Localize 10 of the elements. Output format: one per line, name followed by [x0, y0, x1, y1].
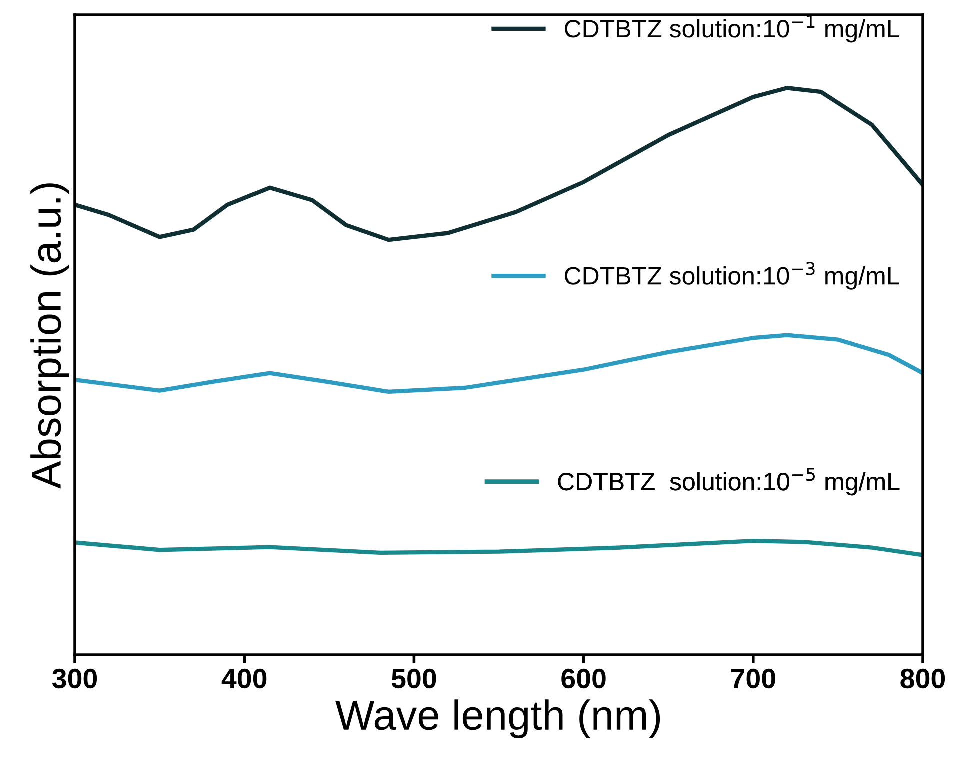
- x-tick-label: 800: [900, 668, 946, 689]
- y-axis-title: Absorption (a.u.): [30, 184, 70, 489]
- x-axis-title: Wave length (nm): [336, 700, 660, 738]
- x-tick-label: 300: [52, 668, 98, 689]
- x-tick-label: 600: [562, 668, 606, 689]
- x-tick-label: 400: [222, 668, 267, 689]
- legend-label: CDTBTZ solution:10$^{−3}$ mg/mL: [565, 262, 900, 290]
- legend-label: CDTBTZ solution:10$^{−5}$ mg/mL: [558, 468, 900, 496]
- x-tick-label: 500: [392, 668, 436, 689]
- x-tick-label: 700: [731, 668, 776, 689]
